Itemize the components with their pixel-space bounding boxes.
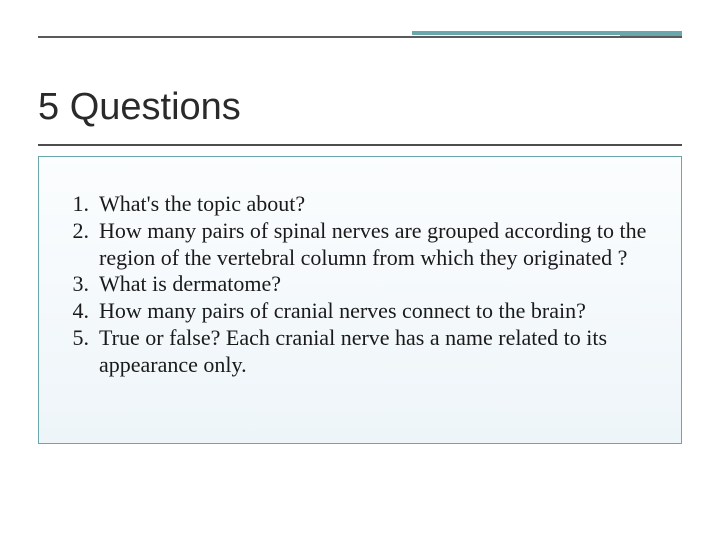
item-text: True or false? Each cranial nerve has a …: [99, 325, 657, 379]
slide-title: 5 Questions: [38, 86, 241, 129]
item-text: How many pairs of cranial nerves connect…: [99, 298, 657, 325]
list-item: 1. What's the topic about?: [63, 191, 657, 218]
top-horizontal-rule: [38, 36, 682, 38]
item-text: How many pairs of spinal nerves are grou…: [99, 218, 657, 272]
list-item: 2. How many pairs of spinal nerves are g…: [63, 218, 657, 272]
item-number: 5.: [63, 325, 99, 352]
list-item: 3. What is dermatome?: [63, 271, 657, 298]
top-decoration: [0, 0, 720, 46]
list-item: 5. True or false? Each cranial nerve has…: [63, 325, 657, 379]
item-number: 2.: [63, 218, 99, 245]
item-number: 3.: [63, 271, 99, 298]
title-underline: [38, 144, 682, 146]
content-box: 1. What's the topic about? 2. How many p…: [38, 156, 682, 444]
list-item: 4. How many pairs of cranial nerves conn…: [63, 298, 657, 325]
item-number: 1.: [63, 191, 99, 218]
question-list: 1. What's the topic about? 2. How many p…: [63, 191, 657, 379]
item-number: 4.: [63, 298, 99, 325]
item-text: What's the topic about?: [99, 191, 657, 218]
item-text: What is dermatome?: [99, 271, 657, 298]
